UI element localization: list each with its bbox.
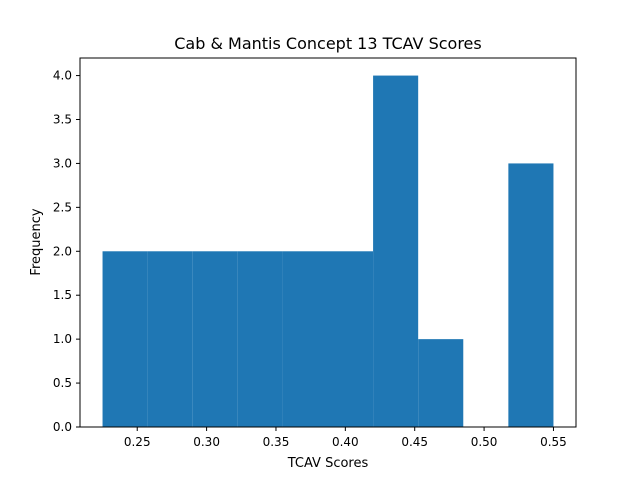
x-tick-label: 0.40	[332, 435, 359, 449]
x-tick-label: 0.30	[193, 435, 220, 449]
chart-title: Cab & Mantis Concept 13 TCAV Scores	[174, 34, 481, 53]
histogram-bar	[237, 251, 283, 427]
y-tick-label: 1.0	[53, 332, 72, 346]
histogram-bar	[102, 251, 148, 427]
y-tick-label: 4.0	[53, 69, 72, 83]
plot-frame	[79, 57, 577, 428]
y-tick-label: 1.5	[53, 288, 72, 302]
histogram-bar	[508, 163, 554, 427]
x-tick-label: 0.35	[263, 435, 290, 449]
y-tick-label: 0.5	[53, 376, 72, 390]
bars-group	[102, 75, 554, 428]
histogram-bar	[147, 251, 193, 427]
y-axis-label: Frequency	[29, 208, 44, 275]
x-tick-label: 0.45	[401, 435, 428, 449]
histogram-bar	[192, 251, 238, 427]
x-axis-ticks: 0.25 0.30 0.35 0.40 0.45 0.50 0.55	[124, 427, 567, 449]
x-axis-label: TCAV Scores	[287, 456, 369, 471]
y-tick-label: 2.5	[53, 200, 72, 214]
y-axis-ticks: 0.0 0.5 1.0 1.5 2.0 2.5 3.0 3.5 4.0	[53, 69, 80, 434]
y-tick-label: 0.0	[53, 420, 72, 434]
histogram-bar	[418, 339, 464, 427]
x-tick-label: 0.25	[124, 435, 151, 449]
histogram-bar	[373, 75, 419, 428]
y-tick-label: 3.5	[53, 113, 72, 127]
histogram-bar	[328, 251, 374, 427]
histogram-bar	[282, 251, 328, 427]
x-tick-label: 0.55	[540, 435, 567, 449]
y-tick-label: 3.0	[53, 156, 72, 170]
x-tick-label: 0.50	[471, 435, 498, 449]
y-tick-label: 2.0	[53, 244, 72, 258]
